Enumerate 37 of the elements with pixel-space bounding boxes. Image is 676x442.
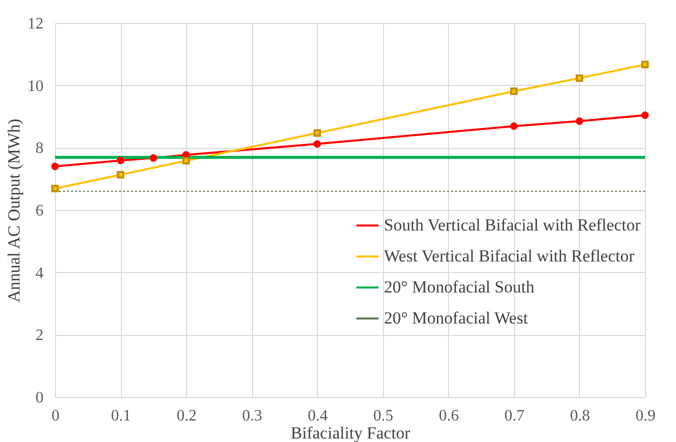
x-tick-label: 0.3 [242, 408, 262, 424]
x-tick-label: 0.6 [438, 408, 459, 424]
y-tick-label: 6 [36, 202, 44, 220]
point [510, 88, 518, 95]
y-tick-label: 10 [28, 78, 44, 95]
point [641, 60, 649, 68]
point [150, 154, 158, 162]
y-tick-label: 4 [36, 264, 44, 282]
y-tick-label: 8 [36, 140, 44, 158]
point [641, 112, 649, 119]
point [182, 157, 190, 164]
point [510, 122, 518, 130]
legend-label: 20° Monofacial South [384, 278, 535, 296]
x-tick-label: 0.7 [504, 408, 524, 424]
x-tick-label: 0.2 [176, 408, 197, 424]
legend-label: West Vertical Bifacial with Reflector [384, 246, 635, 266]
x-tick-label: 0.5 [373, 408, 394, 424]
y-tick-label: 12 [28, 16, 44, 32]
x-tick-label: 0.1 [111, 408, 132, 424]
point [51, 184, 59, 192]
point [313, 129, 321, 137]
point [576, 74, 584, 82]
point [576, 117, 584, 125]
x-tick-label: 0 [52, 408, 60, 424]
y-axis-title: Annual AC Output (MWh) [4, 118, 24, 302]
point [313, 140, 321, 148]
y-tick-label: 0 [36, 390, 44, 406]
x-axis-title: Bifaciality Factor [290, 424, 411, 442]
legend-label: 20° Monofacial West [384, 308, 528, 328]
point [51, 162, 59, 170]
legend-label: South Vertical Bifacial with Reflector [384, 216, 641, 234]
x-tick-label: 0.9 [636, 408, 656, 424]
y-tick-label: 2 [36, 327, 44, 344]
x-tick-label: 0.8 [570, 408, 590, 424]
x-tick-label: 0.4 [308, 408, 328, 424]
point [116, 156, 124, 164]
point [116, 171, 124, 179]
